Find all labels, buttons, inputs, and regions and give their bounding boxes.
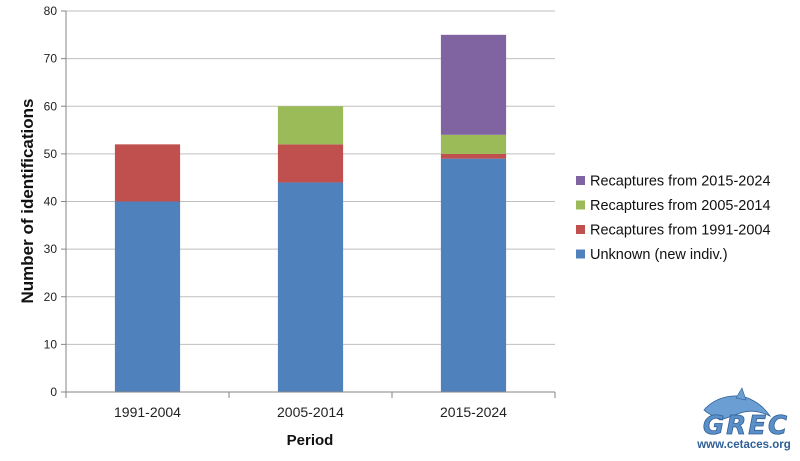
x-category-label: 1991-2004	[114, 404, 181, 420]
bar-segment	[440, 158, 507, 392]
axes	[65, 11, 556, 398]
legend-swatch	[576, 176, 585, 185]
x-axis-title: Period	[287, 432, 334, 449]
x-category-label: 2015-2024	[440, 404, 507, 420]
y-tick-label: 30	[44, 242, 58, 256]
y-tick-label: 40	[44, 195, 58, 209]
y-tick-label: 0	[50, 385, 57, 399]
bar-segment	[277, 144, 344, 183]
legend-swatch	[576, 200, 585, 210]
y-tick-label: 60	[44, 99, 58, 113]
y-axis-title: Number of identifications	[18, 99, 37, 304]
legend-swatch	[576, 225, 585, 234]
y-tick-label: 70	[44, 52, 58, 66]
legend-swatch	[576, 249, 585, 259]
legend: Recaptures from 2015-2024 Recaptures from…	[576, 174, 771, 263]
logo-url: www.cetaces.org	[696, 439, 791, 451]
bars	[114, 34, 507, 392]
grec-logo: GREC www.cetaces.org	[696, 387, 791, 451]
x-axis-categories: 1991-2004 2005-2014 2015-2024	[114, 404, 507, 420]
y-tick-label: 20	[44, 290, 58, 304]
bar-segment	[277, 106, 344, 145]
y-axis-ticks: 0 10 20 30 40 50 60 70 80	[44, 4, 66, 399]
bar-segment	[440, 134, 507, 154]
bar-segment	[440, 34, 507, 135]
bar-segment	[440, 153, 507, 159]
legend-label: Recaptures from 2015-2024	[590, 174, 771, 190]
dolphin-icon	[703, 387, 772, 421]
x-category-label: 2005-2014	[277, 404, 344, 420]
bar-segment	[277, 182, 344, 392]
y-tick-label: 50	[44, 147, 58, 161]
y-tick-label: 80	[44, 4, 58, 18]
bar-segment	[114, 144, 181, 202]
y-tick-label: 10	[44, 337, 58, 351]
bar-segment	[114, 201, 181, 392]
legend-label: Recaptures from 1991-2004	[590, 223, 771, 239]
logo-name: GREC	[703, 411, 789, 441]
legend-label: Recaptures from 2005-2014	[590, 198, 771, 214]
legend-label: Unknown (new indiv.)	[590, 247, 728, 263]
